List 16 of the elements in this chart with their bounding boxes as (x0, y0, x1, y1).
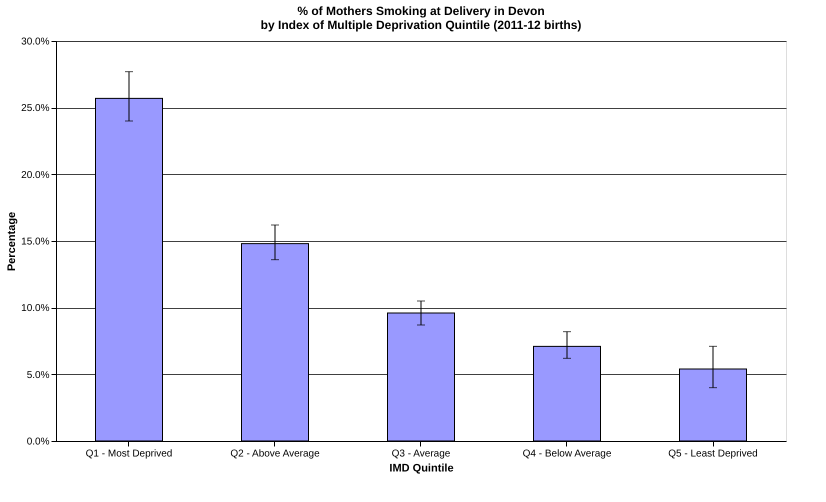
y-tick-label: 15.0% (21, 236, 50, 248)
y-tick-label: 25.0% (21, 103, 50, 114)
y-tick-label: 5.0% (26, 370, 50, 381)
y-tick-label: 30.0% (21, 36, 50, 48)
y-tick-label: 20.0% (21, 170, 50, 181)
x-tick-label: Q5 - Least Deprived (668, 448, 758, 460)
x-tick-label: Q3 - Average (392, 448, 451, 460)
x-tick-label: Q2 - Above Average (230, 448, 320, 460)
y-axis-title: Percentage (6, 212, 18, 272)
y-tick-label: 0.0% (26, 436, 50, 448)
x-axis-title: IMD Quintile (389, 462, 454, 474)
y-tick-label: 10.0% (21, 303, 50, 314)
x-tick-label: Q1 - Most Deprived (86, 448, 172, 460)
text: % of Mothers Smoking at Delivery in Devon (297, 4, 545, 18)
text: by Index of Multiple Deprivation Quintile (2011-12 births) (260, 18, 582, 32)
x-tick-label: Q4 - Below Average (522, 448, 612, 460)
